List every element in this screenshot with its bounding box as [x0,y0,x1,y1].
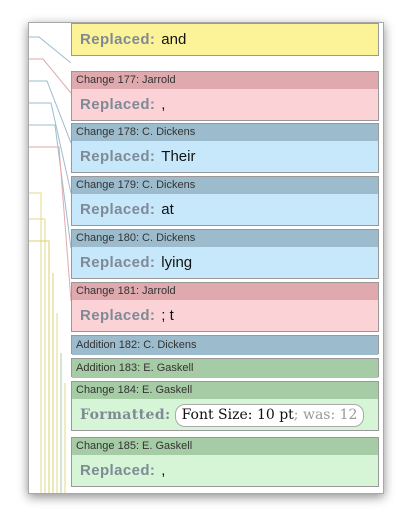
change-body: Replaced: and [72,24,378,55]
change-header: Change 184: E. Gaskell [72,382,378,399]
change-header: Change 180: C. Dickens [72,230,378,247]
change-value: at [161,201,174,218]
change-body: Replaced: lying [72,247,378,278]
format-value: Font Size: 10 pt [181,406,294,423]
addition-card-183[interactable]: Addition 183: E. Gaskell [71,358,379,378]
change-card-179[interactable]: Change 179: C. Dickens Replaced: at [71,176,379,226]
change-header: Change 178: C. Dickens [72,124,378,141]
change-card-184[interactable]: Change 184: E. Gaskell Formatted: Font Si… [71,381,379,431]
change-card-178[interactable]: Change 178: C. Dickens Replaced: Their [71,123,379,173]
change-body: Replaced: at [72,194,378,225]
change-keyword: Formatted: [80,407,171,423]
change-connector-lines [29,36,71,493]
change-header: Change 177: Jarrold [72,72,378,89]
change-value: and [161,31,187,48]
change-keyword: Replaced: [80,31,156,48]
change-value: Their [161,148,196,165]
change-card-181[interactable]: Change 181: Jarrold Replaced: ; t [71,282,379,332]
change-keyword: Replaced: [80,462,156,479]
change-keyword: Replaced: [80,201,156,218]
change-body: Replaced: ; t [72,300,378,331]
change-header: Change 181: Jarrold [72,283,378,300]
change-card-partial[interactable]: Replaced: and [71,23,379,56]
change-body: Replaced:, [72,89,378,120]
change-value: lying [161,254,193,271]
change-body: Formatted: Font Size: 10 pt; was: 12 [72,399,378,430]
change-keyword: Replaced: [80,254,156,271]
track-changes-window: Replaced: and Change 177: Jarrold Replace… [28,22,384,494]
change-card-177[interactable]: Change 177: Jarrold Replaced:, [71,71,379,121]
change-body: Replaced: Their [72,141,378,172]
change-value: , [161,462,166,479]
change-keyword: Replaced: [80,307,156,324]
addition-card-182[interactable]: Addition 182: C. Dickens [71,335,379,355]
change-card-180[interactable]: Change 180: C. Dickens Replaced: lying [71,229,379,279]
format-detail-pill: Font Size: 10 pt; was: 12 [174,403,365,427]
format-previous-value: ; was: 12 [293,406,358,423]
change-value: , [161,96,166,113]
change-header: Change 185: E. Gaskell [72,438,378,455]
change-header: Addition 182: C. Dickens [72,336,378,355]
change-body: Replaced:, [72,455,378,486]
change-card-185[interactable]: Change 185: E. Gaskell Replaced:, [71,437,379,487]
change-keyword: Replaced: [80,148,156,165]
change-keyword: Replaced: [80,96,156,113]
change-header: Addition 183: E. Gaskell [72,359,378,378]
change-header: Change 179: C. Dickens [72,177,378,194]
change-value: ; t [161,307,174,324]
